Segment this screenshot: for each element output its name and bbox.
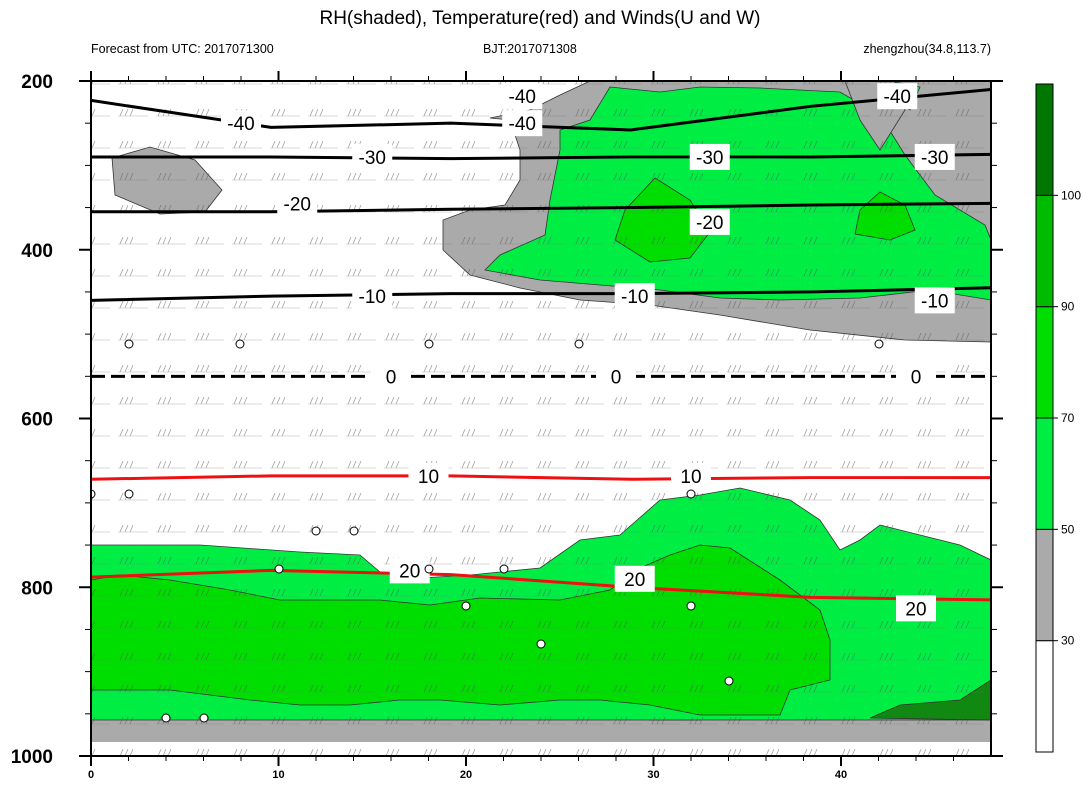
- isotherm-label: 0: [386, 367, 397, 388]
- colorbar-segment: [1035, 528, 1054, 642]
- colorbar-segment: [1035, 640, 1054, 753]
- isotherm-label: -10: [921, 291, 948, 312]
- isotherm-label-box: [614, 565, 655, 592]
- isotherm-label: 20: [399, 561, 420, 582]
- isotherm-label-box: [352, 283, 393, 310]
- isotherm-label: -40: [509, 114, 536, 135]
- isotherm-label: -40: [884, 87, 911, 108]
- y-tick-label: 200: [21, 72, 53, 93]
- colorbar-segment: [1035, 194, 1054, 308]
- x-tick-label: 10: [272, 769, 284, 781]
- isotherm-line: [91, 152, 991, 161]
- calm-markers: [91, 339, 884, 723]
- x-tick-label: 40: [835, 769, 847, 781]
- colorbar-segment: [1035, 417, 1054, 530]
- colorbar-label: 100: [1061, 188, 1081, 202]
- colorbar-label: 70: [1061, 411, 1075, 425]
- forecast-label: Forecast from UTC: 2017071300: [91, 42, 274, 56]
- isotherm-label: -20: [696, 213, 723, 234]
- isotherm-label-box: [671, 462, 711, 489]
- isotherm-label-box: [877, 83, 918, 110]
- y-tick-label: 600: [21, 410, 53, 431]
- colorbar: 30 50 70 90 100: [1035, 83, 1081, 753]
- isotherm-label-box: [371, 363, 411, 390]
- isotherm-label-box: [689, 143, 730, 170]
- plot-area: -40 -40 -40 -40 -30 -30 -30 -20 -20 -10 -10 -10 0 0 0 1…: [91, 81, 991, 756]
- chart-title: RH(shaded), Temperature(red) and Winds(U…: [319, 8, 760, 29]
- x-tick-label: 0: [88, 769, 94, 781]
- isotherm-label: -10: [359, 287, 386, 308]
- isotherm-label: 10: [680, 467, 701, 488]
- location-label: zhengzhou(34.8,113.7): [863, 42, 991, 56]
- isotherm-label-box: [502, 110, 543, 137]
- isotherm-label: -30: [359, 148, 386, 169]
- colorbar-label: 30: [1061, 634, 1075, 648]
- isotherm-label: -40: [509, 87, 536, 108]
- isotherm-label-box: [221, 110, 261, 137]
- isotherm-lines: [91, 87, 991, 602]
- isotherm-label-box: [596, 363, 636, 390]
- isotherm-label-box: [896, 363, 936, 390]
- y-tick-label: 1000: [11, 747, 53, 768]
- isotherm-label-box: [389, 557, 430, 584]
- colorbar-segment: [1035, 306, 1054, 419]
- isotherm-label-box: [352, 143, 393, 170]
- isotherm-label: 0: [911, 367, 922, 388]
- wind-barb-layer: [91, 81, 991, 756]
- isotherm-line: [91, 201, 991, 214]
- isotherm-line: [91, 286, 991, 302]
- isotherm-label-box: [408, 462, 449, 489]
- x-tick-label: 30: [647, 769, 659, 781]
- y-tick-label: 400: [21, 241, 53, 262]
- isotherm-label: -40: [227, 114, 254, 135]
- isotherm-label-box: [614, 283, 655, 310]
- isotherm-label-box: [914, 143, 955, 170]
- isotherm-line: [91, 474, 991, 481]
- isotherm-label: 20: [905, 599, 926, 620]
- isotherm-label: -30: [921, 148, 948, 169]
- isotherm-label: 20: [624, 570, 645, 591]
- isotherm-label-box: [896, 595, 936, 622]
- isotherm-labels: -40 -40 -40 -40 -30 -30 -30 -20 -20 -10 -10 -10 0 0 0 1…: [221, 83, 955, 622]
- isotherm-label: -20: [284, 194, 311, 215]
- isotherm-label: 0: [611, 367, 622, 388]
- isotherm-line: [91, 568, 991, 602]
- isotherm-label: -10: [621, 287, 648, 308]
- isotherm-label-box: [502, 83, 543, 110]
- colorbar-label: 90: [1061, 300, 1075, 314]
- x-tick-label: 20: [460, 769, 472, 781]
- bjt-label: BJT:2017071308: [483, 42, 577, 56]
- y-tick-label: 800: [21, 578, 53, 599]
- isotherm-label: 10: [418, 467, 439, 488]
- isotherm-label-box: [689, 208, 730, 235]
- x-axis: 0 10 20 30 40: [88, 71, 954, 781]
- isotherm-label: -30: [696, 148, 723, 169]
- colorbar-segment: [1035, 83, 1054, 196]
- isotherm-label-box: [914, 287, 955, 314]
- colorbar-label: 50: [1061, 522, 1075, 536]
- isotherm-label-box: [277, 190, 318, 217]
